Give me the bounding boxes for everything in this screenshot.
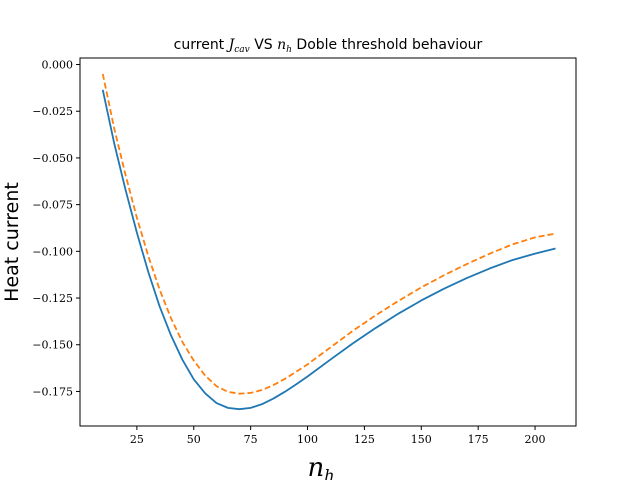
chart-title: current Jcav VS nh Doble threshold behav… xyxy=(174,37,483,55)
y-tick-label: −0.075 xyxy=(32,199,73,212)
x-tick-label: 125 xyxy=(354,433,375,446)
x-tick-label: 75 xyxy=(244,433,258,446)
y-tick-label: −0.175 xyxy=(32,385,73,398)
plot-area xyxy=(79,57,577,427)
x-tick-label: 25 xyxy=(130,433,144,446)
y-tick-label: −0.150 xyxy=(32,339,73,352)
y-tick-label: −0.025 xyxy=(32,105,73,118)
series-line-2 xyxy=(101,73,556,395)
y-axis-label: Heat current xyxy=(1,182,23,302)
x-axis: 25 50 75 100 125 150 175 200 xyxy=(130,426,546,446)
x-tick-label: 200 xyxy=(525,433,546,446)
y-tick-label: −0.125 xyxy=(32,292,73,305)
x-tick-label: 50 xyxy=(187,433,201,446)
plot-frame xyxy=(79,57,577,427)
x-tick-label: 175 xyxy=(468,433,489,446)
x-tick-label: 150 xyxy=(411,433,432,446)
y-tick-label: −0.100 xyxy=(32,245,73,258)
series-layer xyxy=(101,73,556,411)
x-tick-label: 100 xyxy=(297,433,318,446)
y-axis: 0.000 −0.025 −0.050 −0.075 −0.100 −0.125 −0.15… xyxy=(32,59,80,398)
y-tick-label: −0.050 xyxy=(32,152,73,165)
y-tick-label: 0.000 xyxy=(42,59,74,72)
series-line-1 xyxy=(101,89,556,411)
x-axis-label: nh xyxy=(307,453,334,480)
